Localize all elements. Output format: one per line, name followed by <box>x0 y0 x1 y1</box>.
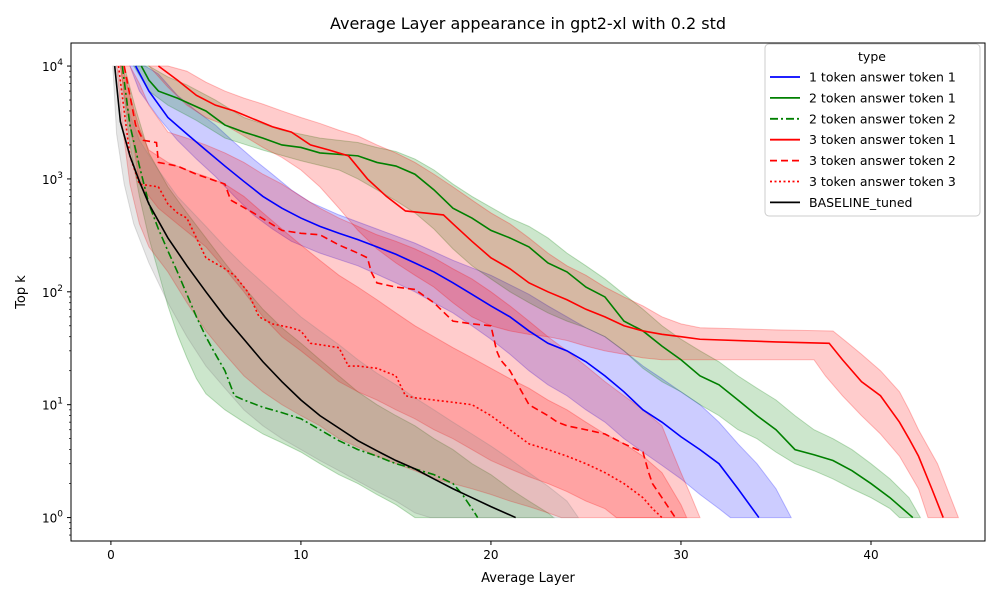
x-tick-label: 20 <box>483 548 498 562</box>
series-line-3-token-answer-token-2 <box>123 65 676 519</box>
x-axis: 0 10 20 30 40 <box>107 541 879 562</box>
x-tick-label: 0 <box>107 548 115 562</box>
series-lines <box>113 65 944 519</box>
y-tick-label: 101 <box>42 397 63 413</box>
y-tick-label: 103 <box>42 171 63 187</box>
series-line-3-token-answer-token-1 <box>157 65 944 518</box>
legend: type 1 token answer token 1 2 token answe… <box>764 43 981 217</box>
y-axis-label: Top k <box>14 275 29 310</box>
legend-box <box>764 43 981 217</box>
series-line-baseline-tuned <box>113 65 516 519</box>
band-2-token-answer-token-2 <box>119 65 556 519</box>
y-tick-label: 104 <box>42 58 63 74</box>
x-tick-label: 10 <box>293 548 308 562</box>
x-tick-label: 30 <box>673 548 688 562</box>
legend-label-3-token-answer-token-3: 3 token answer token 3 <box>809 174 956 189</box>
series-line-2-token-answer-token-2 <box>121 65 479 518</box>
y-tick-label: 100 <box>42 510 63 526</box>
legend-title: type <box>858 49 886 64</box>
legend-label-3-token-answer-token-2: 3 token answer token 2 <box>809 153 956 168</box>
x-axis-label: Average Layer <box>481 571 575 586</box>
legend-label-2-token-answer-token-1: 2 token answer token 1 <box>809 90 956 105</box>
y-axis: 100 101 102 103 104 <box>42 58 71 536</box>
y-tick-label: 102 <box>42 284 63 300</box>
legend-label-2-token-answer-token-2: 2 token answer token 2 <box>809 111 956 126</box>
legend-label-baseline-tuned: BASELINE_tuned <box>809 195 912 210</box>
series-line-2-token-answer-token-1 <box>140 65 914 519</box>
band-3-token-answer-token-3 <box>116 65 688 519</box>
band-3-token-answer-token-2 <box>119 65 701 519</box>
legend-label-1-token-answer-token-1: 1 token answer token 1 <box>809 70 956 85</box>
band-3-token-answer-token-1 <box>147 65 960 519</box>
band-1-token-answer-token-1 <box>129 65 793 519</box>
chart-title: Average Layer appearance in gpt2-xl with… <box>330 14 726 33</box>
band-2-token-answer-token-1 <box>132 65 922 519</box>
x-tick-label: 40 <box>863 548 878 562</box>
series-line-1-token-answer-token-1 <box>134 65 760 519</box>
legend-label-3-token-answer-token-1: 3 token answer token 1 <box>809 132 956 147</box>
